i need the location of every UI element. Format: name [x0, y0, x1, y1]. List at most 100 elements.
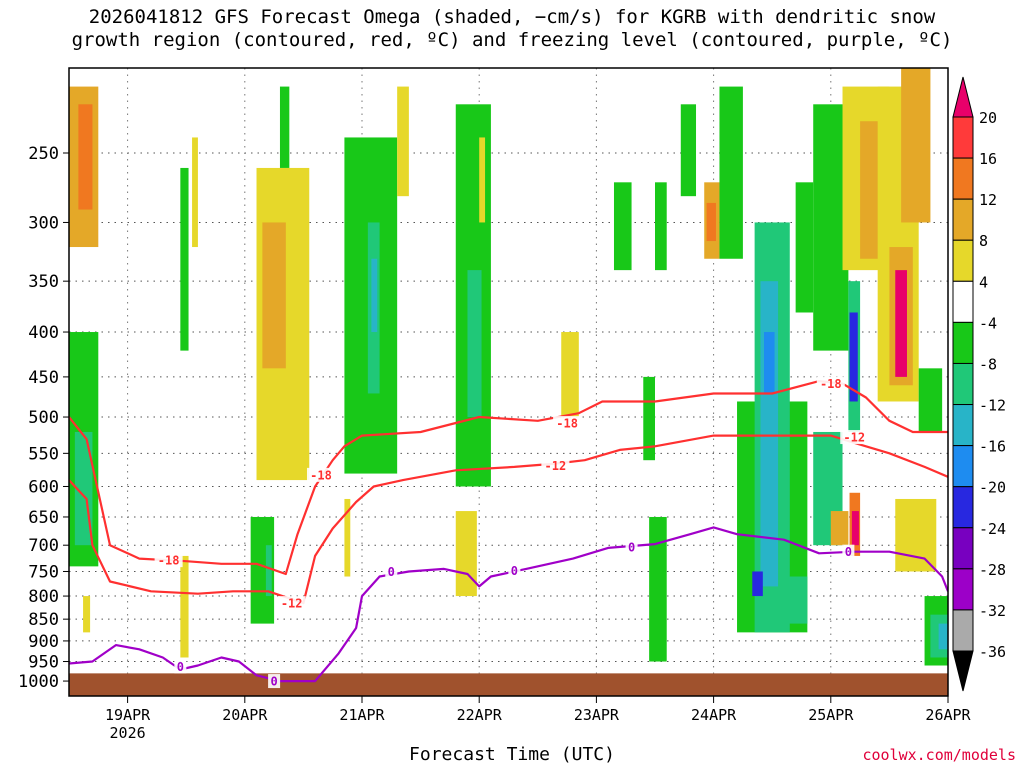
y-tick-label: 1000	[18, 672, 59, 692]
title-line-2: growth region (contoured, red, ºC) and f…	[71, 29, 953, 51]
contour-label-bg	[154, 553, 183, 568]
y-tick-label: 800	[28, 587, 59, 607]
contour-label-bg	[385, 564, 398, 579]
contour-label: -18	[556, 417, 578, 431]
y-tick-label: 950	[28, 653, 59, 673]
y-axis: 2503003504004505005506006507007508008509…	[18, 144, 69, 692]
y-tick-label: 450	[28, 368, 59, 388]
x-axis-title: Forecast Time (UTC)	[409, 744, 615, 765]
y-tick-label: 500	[28, 408, 59, 428]
x-tick-label: 25APR	[808, 706, 854, 724]
omega-cell	[783, 576, 808, 624]
y-tick-label: 650	[28, 508, 59, 528]
omega-cell	[830, 511, 849, 546]
x-tick-label: 26APR	[925, 706, 971, 724]
omega-cell	[655, 182, 667, 271]
contour-label: -18	[310, 468, 332, 482]
colorbar-label: -32	[979, 602, 1006, 620]
colorbar-swatch	[952, 404, 974, 447]
omega-cell	[265, 545, 272, 597]
colorbar-label: -20	[979, 479, 1006, 497]
omega-shading-layer	[69, 68, 948, 666]
y-tick-label: 400	[28, 323, 59, 343]
omega-cell	[649, 516, 667, 662]
omega-cell	[813, 104, 849, 351]
contour-label-bg	[541, 458, 570, 473]
colorbar-swatch	[952, 116, 974, 159]
omega-cell	[268, 247, 278, 313]
colorbar-label: -36	[979, 643, 1006, 661]
x-tick-label: 24APR	[691, 706, 737, 724]
omega-cell	[613, 182, 632, 271]
contour-label: 0	[511, 564, 518, 578]
omega-cell	[78, 104, 93, 210]
plot-frame	[68, 67, 949, 697]
contour-label-bg	[840, 430, 869, 445]
omega-cell	[455, 511, 477, 597]
omega-cell	[250, 516, 275, 624]
contour-label-bg	[508, 563, 521, 578]
colorbar-label: -28	[979, 561, 1006, 579]
omega-cell	[192, 137, 198, 248]
chart-title: 2026041812 GFS Forecast Omega (shaded, −…	[0, 6, 1024, 52]
omega-cell	[918, 368, 943, 432]
omega-cell	[901, 68, 931, 223]
snow-growth-contour	[69, 434, 948, 605]
colorbar-label: -8	[979, 355, 997, 373]
ground-fill	[69, 673, 948, 696]
omega-cell	[895, 270, 907, 377]
y-tick-label: 850	[28, 610, 59, 630]
colorbar-swatch	[952, 445, 974, 488]
contour-label-bg	[816, 376, 845, 391]
colorbar-label: 12	[979, 191, 997, 209]
colorbar-label: 16	[979, 150, 997, 168]
y-tick-label: 900	[28, 632, 59, 652]
credit-text: coolwx.com/models	[862, 746, 1016, 764]
freezing-level-contour	[69, 526, 948, 683]
omega-cell	[752, 571, 763, 597]
contour-label: -12	[545, 459, 567, 473]
colorbar-swatch	[952, 527, 974, 570]
omega-cell	[467, 270, 482, 418]
contour-layer: -18 -18 -18 -18 -12 -12 -12 0 0 0 0 0 0	[69, 376, 948, 689]
colorbar: 20 16 12 8 4 -4 -8 -12 -16 -20 -24 -28 -32 -36	[952, 76, 1006, 692]
contour-label-bg	[268, 674, 281, 689]
title-line-1: 2026041812 GFS Forecast Omega (shaded, −…	[88, 6, 936, 28]
colorbar-swatch	[952, 568, 974, 611]
colorbar-swatch	[952, 280, 974, 323]
contour-label: 0	[628, 540, 635, 554]
colorbar-label: -4	[979, 314, 997, 332]
omega-cell	[895, 498, 937, 572]
colorbar-bottom-arrow	[952, 650, 974, 692]
colorbar-label: -24	[979, 520, 1006, 538]
y-tick-label: 600	[28, 477, 59, 497]
contour-label: 0	[270, 675, 277, 689]
omega-cell	[643, 376, 655, 461]
colorbar-swatch	[952, 321, 974, 364]
y-tick-label: 250	[28, 144, 59, 164]
colorbar-label: -12	[979, 397, 1006, 415]
omega-cell	[680, 104, 697, 197]
x-tick-label: 21APR	[339, 706, 385, 724]
contour-label-bg	[277, 596, 306, 611]
contour-label: 0	[845, 545, 852, 559]
contour-label-bg	[842, 544, 855, 559]
colorbar-top-arrow	[952, 76, 974, 118]
contour-label-bg	[553, 416, 582, 431]
contour-label-bg	[174, 659, 187, 674]
omega-cell	[180, 555, 189, 658]
y-tick-label: 700	[28, 536, 59, 556]
colorbar-swatch	[952, 609, 974, 652]
omega-cell	[763, 332, 775, 394]
x-tick-label: 22APR	[457, 706, 503, 724]
omega-cell	[795, 182, 814, 313]
omega-cell	[397, 86, 409, 197]
contour-label: 0	[388, 565, 395, 579]
x-tick-sublabel: 2026	[110, 724, 146, 742]
ground-layer	[69, 673, 948, 696]
colorbar-label: 8	[979, 232, 988, 250]
omega-cell	[760, 281, 779, 587]
contour-label: -12	[843, 431, 865, 445]
x-tick-label: 19APR	[105, 706, 151, 724]
